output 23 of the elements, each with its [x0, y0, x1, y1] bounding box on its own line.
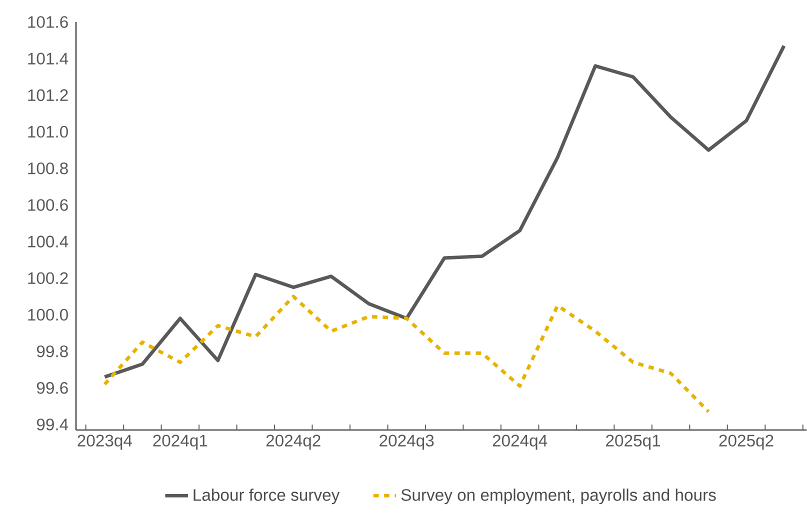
y-tick-label: 99.8 [36, 345, 68, 358]
y-tick-label: 100.2 [28, 272, 68, 284]
x-tick-label: 2025q1 [606, 434, 660, 450]
x-tick-label: 2024q2 [266, 434, 320, 450]
y-tick-label: 99.4 [36, 418, 68, 430]
x-tick-label: 2025q2 [719, 434, 774, 450]
x-tick-label: 2024q3 [380, 434, 434, 450]
legend-label: Survey on employment, payrolls and hours [401, 488, 716, 504]
y-tick-label: 99.6 [36, 382, 68, 394]
y-tick-label: 101.4 [28, 52, 68, 64]
x-tick-label: 2023q4 [78, 434, 132, 450]
y-tick-label: 100.8 [28, 162, 68, 174]
y-tick-label: 101.6 [28, 16, 68, 28]
line-series [102, 294, 710, 414]
x-tick-label: 2024q1 [153, 434, 208, 450]
y-tick-label: 100.4 [28, 236, 68, 248]
legend-label: Labour force survey [194, 488, 340, 504]
y-tick-label: 101.0 [28, 126, 68, 138]
line-series [102, 44, 786, 379]
y-tick-label: 100.0 [28, 308, 68, 321]
y-tick-label: 100.6 [28, 199, 68, 211]
y-tick-label: 101.2 [28, 89, 68, 102]
x-tick-label: 2024q4 [492, 434, 548, 450]
